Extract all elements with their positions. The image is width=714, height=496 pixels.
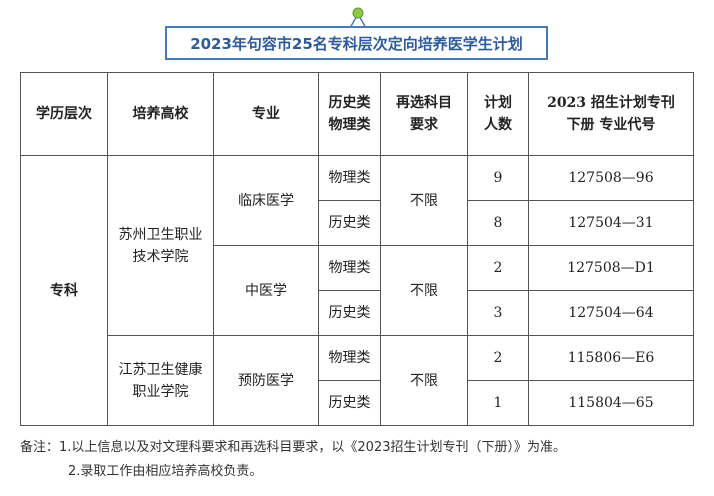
note-line-2: 2.录取工作由相应培养高校负责。 bbox=[68, 464, 263, 479]
notes: 备注：1.以上信息以及对文理科要求和再选科目要求，以《2023招生计划专刊（下册… bbox=[20, 436, 700, 484]
header-code: 2023 招生计划专刊 下册 专业代号 bbox=[528, 72, 694, 156]
code-cell: 127504—64 bbox=[528, 290, 694, 336]
count-cell: 9 bbox=[467, 155, 529, 201]
category-cell: 历史类 bbox=[318, 200, 381, 246]
level-cell: 专科 bbox=[20, 155, 108, 426]
category-cell: 物理类 bbox=[318, 335, 381, 381]
code-cell: 115804—65 bbox=[528, 380, 694, 426]
table-row: 中医学 物理类 不限 2 127508—D1 bbox=[21, 245, 694, 336]
pin-icon bbox=[349, 7, 367, 28]
table-row: 历史类 8 127504—31 bbox=[21, 200, 694, 246]
plan-table: 学历层次 培养高校 专业 历史类 物理类 再选科目 要求 计划 人数 2023 招生计… bbox=[20, 72, 694, 426]
reselect-cell: 不限 bbox=[380, 245, 468, 336]
school-cell: 苏州卫生职业 技术学院 bbox=[107, 155, 214, 336]
school-cell: 江苏卫生健康 职业学院 bbox=[107, 335, 214, 426]
major-cell: 预防医学 bbox=[213, 335, 319, 426]
header-level: 学历层次 bbox=[20, 72, 108, 156]
table-row: 历史类 1 115804—65 bbox=[21, 380, 694, 426]
count-cell: 2 bbox=[467, 245, 529, 291]
code-cell: 127508—D1 bbox=[528, 245, 694, 291]
category-cell: 历史类 bbox=[318, 380, 381, 426]
header-school: 培养高校 bbox=[107, 72, 214, 156]
major-cell: 中医学 bbox=[213, 245, 319, 336]
count-cell: 3 bbox=[467, 290, 529, 336]
count-cell: 2 bbox=[467, 335, 529, 381]
header-category: 历史类 物理类 bbox=[318, 72, 381, 156]
category-cell: 物理类 bbox=[318, 245, 381, 291]
table-row: 江苏卫生健康 职业学院 预防医学 物理类 不限 2 115806—E6 bbox=[21, 335, 694, 426]
note-line-1: 备注：1.以上信息以及对文理科要求和再选科目要求，以《2023招生计划专刊（下册… bbox=[20, 440, 566, 455]
major-cell: 临床医学 bbox=[213, 155, 319, 246]
code-cell: 127504—31 bbox=[528, 200, 694, 246]
category-cell: 历史类 bbox=[318, 290, 381, 336]
header-major: 专业 bbox=[213, 72, 319, 156]
title-banner: 2023年句容市25名专科层次定向培养医学生计划 bbox=[165, 7, 548, 60]
count-cell: 8 bbox=[467, 200, 529, 246]
table-row: 历史类 3 127504—64 bbox=[21, 290, 694, 336]
header-row: 学历层次 培养高校 专业 历史类 物理类 再选科目 要求 计划 人数 2023 招生计… bbox=[20, 72, 694, 156]
count-cell: 1 bbox=[467, 380, 529, 426]
category-cell: 物理类 bbox=[318, 155, 381, 201]
page-title: 2023年句容市25名专科层次定向培养医学生计划 bbox=[165, 26, 548, 60]
reselect-cell: 不限 bbox=[380, 335, 468, 426]
header-count: 计划 人数 bbox=[467, 72, 529, 156]
code-cell: 127508—96 bbox=[528, 155, 694, 201]
table-row: 专科 苏州卫生职业 技术学院 临床医学 物理类 不限 9 127508—96 bbox=[20, 155, 694, 426]
reselect-cell: 不限 bbox=[380, 155, 468, 246]
header-reselect: 再选科目 要求 bbox=[380, 72, 468, 156]
code-cell: 115806—E6 bbox=[528, 335, 694, 381]
